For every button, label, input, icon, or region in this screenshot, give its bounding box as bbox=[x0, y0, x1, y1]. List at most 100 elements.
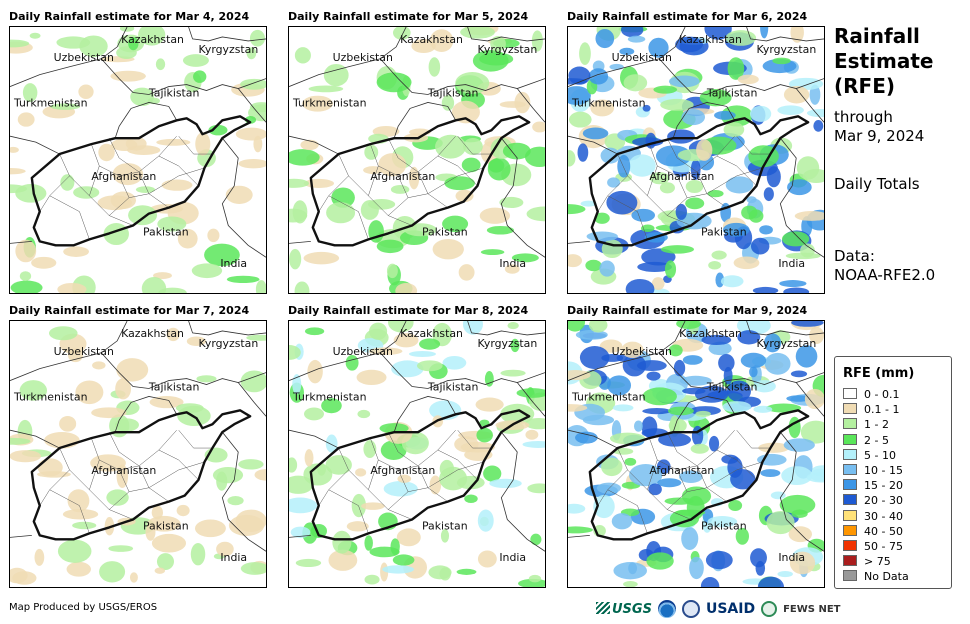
rainfall-cell bbox=[332, 530, 352, 554]
rainfall-cell bbox=[726, 380, 751, 402]
rainfall-cell bbox=[429, 29, 454, 53]
rainfall-cell bbox=[10, 280, 43, 293]
legend-item: 20 - 30 bbox=[843, 494, 903, 508]
rainfall-cell bbox=[289, 345, 301, 360]
country-border bbox=[393, 102, 457, 139]
rainfall-cell bbox=[435, 134, 467, 159]
rainfall-cell bbox=[660, 98, 694, 111]
rainfall-cell bbox=[360, 199, 379, 220]
country-label-afghanistan: Afghanistan bbox=[91, 170, 156, 183]
rainfall-cell bbox=[725, 176, 754, 194]
legend-item: 0.1 - 1 bbox=[843, 403, 899, 417]
province-border bbox=[607, 489, 648, 534]
rainfall-cell bbox=[681, 108, 706, 126]
country-label-india: India bbox=[220, 257, 247, 270]
rainfall-cell bbox=[668, 418, 687, 433]
rainfall-cell bbox=[10, 39, 30, 48]
rainfall-cell bbox=[568, 78, 588, 85]
country-label-pakistan: Pakistan bbox=[422, 519, 468, 532]
rainfall-cell bbox=[240, 78, 266, 90]
province-border bbox=[437, 155, 478, 186]
side-title-line1: Rainfall bbox=[834, 24, 920, 48]
rainfall-cell bbox=[397, 474, 412, 483]
rainfall-cell bbox=[527, 483, 545, 494]
country-border bbox=[289, 135, 339, 155]
rainfall-cell bbox=[582, 127, 609, 140]
rainfall-cell bbox=[462, 321, 483, 335]
rainfall-cell bbox=[609, 63, 624, 71]
rainfall-cell bbox=[464, 494, 478, 504]
logo-strip: USGS USAID FEWS NET bbox=[596, 598, 840, 620]
rainfall-cell bbox=[240, 562, 266, 575]
rainfall-cell bbox=[153, 272, 172, 280]
rainfall-cell bbox=[699, 89, 732, 107]
country-label-india: India bbox=[220, 551, 247, 564]
rainfall-cell bbox=[204, 243, 240, 267]
rainfall-cell bbox=[620, 27, 644, 38]
country-label-tajikistan: Tajikistan bbox=[706, 380, 758, 393]
province-border bbox=[39, 469, 70, 506]
rainfall-cell bbox=[369, 322, 388, 340]
rainfall-cell bbox=[601, 457, 623, 477]
legend-swatch bbox=[843, 464, 857, 475]
country-label-india: India bbox=[499, 551, 526, 564]
legend-label: > 75 bbox=[864, 555, 891, 569]
rainfall-cell bbox=[292, 200, 308, 224]
rainfall-cell bbox=[138, 27, 166, 46]
country-label-pakistan: Pakistan bbox=[422, 225, 468, 238]
province-border bbox=[706, 461, 763, 488]
country-label-kyrgyzstan: Kyrgyzstan bbox=[199, 43, 259, 56]
rainfall-cell bbox=[623, 581, 638, 587]
rainfall-cell bbox=[289, 497, 318, 514]
country-border bbox=[779, 431, 824, 552]
province-border bbox=[368, 165, 413, 226]
rainfall-cell bbox=[17, 112, 35, 127]
rainfall-cell bbox=[48, 326, 78, 341]
legend-label: 20 - 30 bbox=[864, 494, 903, 508]
rainfall-cell bbox=[568, 404, 588, 412]
rainfall-cell bbox=[502, 142, 531, 160]
country-label-pakistan: Pakistan bbox=[701, 225, 747, 238]
rainfall-cell bbox=[510, 338, 520, 353]
rainfall-cell bbox=[627, 35, 646, 43]
province-border bbox=[388, 432, 419, 467]
rainfall-cell bbox=[456, 568, 477, 575]
rainfall-cell bbox=[624, 457, 637, 466]
rainfall-cell bbox=[254, 469, 266, 481]
rainfall-cell bbox=[809, 84, 821, 105]
rainfall-cell bbox=[782, 231, 810, 247]
legend-item: 1 - 2 bbox=[843, 418, 889, 432]
rainfall-cell bbox=[411, 38, 436, 54]
rainfall-cell bbox=[417, 360, 443, 372]
data-label: Data: bbox=[834, 247, 875, 265]
rainfall-cell bbox=[595, 29, 615, 49]
rainfall-cell bbox=[395, 283, 418, 293]
rainfall-cell bbox=[207, 228, 220, 243]
rainfall-cell bbox=[441, 95, 455, 111]
rainfall-cell bbox=[227, 495, 244, 506]
rainfall-cell bbox=[704, 27, 732, 40]
rainfall-cell bbox=[19, 271, 32, 281]
rainfall-cell bbox=[289, 149, 320, 166]
rainfall-cell bbox=[787, 179, 812, 196]
afghanistan-outline bbox=[309, 115, 531, 247]
rainfall-cell bbox=[649, 172, 670, 185]
country-label-uzbekistan: Uzbekistan bbox=[612, 345, 672, 358]
legend-title: RFE (mm) bbox=[843, 366, 915, 381]
rainfall-cell bbox=[484, 371, 494, 387]
rainfall-cell bbox=[796, 156, 820, 180]
province-border bbox=[178, 136, 213, 155]
rainfall-cell bbox=[357, 409, 371, 419]
rainfall-cell bbox=[66, 561, 91, 577]
rainfall-cell bbox=[455, 189, 474, 203]
rainfall-cell bbox=[161, 179, 193, 191]
rainfall-cell bbox=[477, 509, 494, 532]
rainfall-cell bbox=[439, 567, 451, 581]
rainfall-cell bbox=[785, 252, 821, 260]
rainfall-cell bbox=[129, 572, 138, 583]
country-border bbox=[568, 534, 590, 538]
rainfall-cell bbox=[642, 104, 651, 112]
rainfall-cell bbox=[10, 437, 31, 445]
rainfall-cell bbox=[114, 418, 139, 432]
rainfall-cell bbox=[579, 346, 610, 370]
